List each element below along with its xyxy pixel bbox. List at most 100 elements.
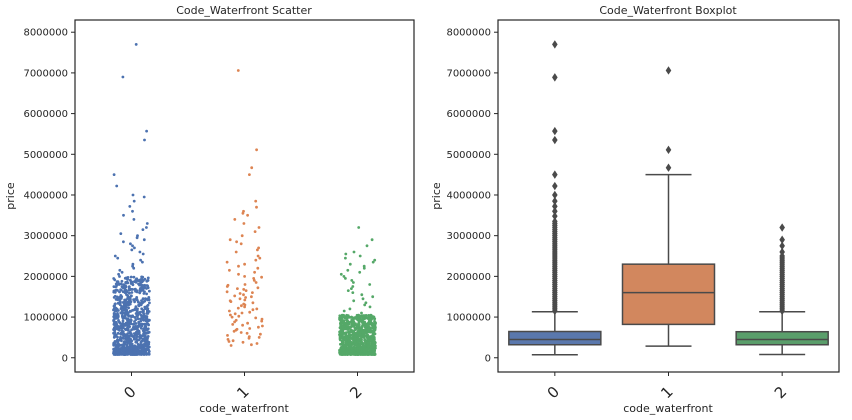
scatter-point bbox=[362, 264, 366, 268]
scatter-point bbox=[116, 331, 120, 335]
y-tick-label: 0 bbox=[62, 353, 68, 364]
scatter-point bbox=[130, 248, 134, 252]
scatter-point bbox=[125, 339, 129, 343]
scatter-point bbox=[140, 322, 143, 326]
scatter-point bbox=[129, 314, 133, 318]
scatter-point bbox=[372, 339, 376, 343]
scatter-point bbox=[146, 297, 150, 301]
scatter-point bbox=[120, 346, 123, 350]
scatter-point bbox=[140, 283, 144, 287]
scatter-point bbox=[139, 352, 143, 356]
scatter-point bbox=[121, 75, 125, 79]
scatter-point bbox=[358, 332, 362, 336]
scatter-point bbox=[261, 324, 264, 328]
scatter-point bbox=[365, 324, 369, 328]
box-outlier bbox=[665, 66, 672, 75]
scatter-point bbox=[245, 331, 249, 335]
scatter-point bbox=[373, 337, 376, 341]
scatter-point bbox=[142, 284, 146, 287]
scatter-point bbox=[142, 279, 145, 282]
scatter-point bbox=[119, 324, 123, 328]
scatter-point bbox=[122, 311, 125, 314]
box-outlier bbox=[665, 145, 672, 155]
scatter-point bbox=[361, 297, 365, 301]
scatter-point bbox=[113, 312, 117, 316]
y-tick-label: 7000000 bbox=[446, 68, 491, 79]
scatter-point bbox=[127, 291, 131, 295]
scatter-point bbox=[146, 319, 150, 323]
scatter-point bbox=[145, 129, 149, 133]
x-tick-label: 1 bbox=[657, 383, 676, 402]
scatter-point bbox=[120, 329, 124, 333]
scatter-point bbox=[236, 69, 240, 72]
scatter-point bbox=[226, 338, 230, 341]
scatter-point bbox=[369, 329, 373, 332]
scatter-point bbox=[132, 322, 135, 326]
scatter-point bbox=[364, 301, 368, 305]
scatter-point bbox=[345, 317, 349, 321]
box-outlier bbox=[779, 235, 785, 244]
scatter-point bbox=[246, 213, 250, 217]
scatter-point bbox=[143, 290, 146, 294]
scatter-point bbox=[358, 254, 362, 258]
scatter-point bbox=[136, 338, 140, 342]
scatter-point bbox=[357, 226, 361, 229]
scatter-point bbox=[253, 270, 256, 274]
scatter-point bbox=[118, 303, 122, 307]
scatter-point bbox=[346, 289, 350, 292]
scatter-point bbox=[133, 288, 137, 291]
scatter-point bbox=[127, 306, 130, 310]
scatter-point bbox=[146, 284, 150, 288]
scatter-point bbox=[226, 334, 229, 337]
scatter-point bbox=[116, 349, 119, 353]
box-outlier bbox=[552, 211, 558, 221]
scatter-point bbox=[259, 332, 262, 336]
scatter-point bbox=[116, 289, 119, 292]
scatter-point bbox=[364, 348, 368, 351]
scatter-point bbox=[229, 344, 233, 347]
scatter-point bbox=[147, 350, 151, 353]
scatter-point bbox=[125, 293, 128, 296]
scatter-point bbox=[141, 334, 144, 338]
scatter-point bbox=[118, 268, 122, 272]
scatter-point bbox=[360, 348, 363, 352]
scatter-point bbox=[361, 352, 365, 356]
scatter-points bbox=[112, 43, 377, 356]
box-outlier bbox=[665, 163, 672, 172]
scatter-point bbox=[140, 301, 144, 305]
scatter-point bbox=[253, 230, 257, 234]
scatter-point bbox=[352, 325, 356, 328]
boxplot-y-axis-label: price bbox=[430, 182, 443, 210]
box-outlier bbox=[779, 241, 785, 251]
scatter-point bbox=[237, 314, 241, 318]
scatter-point bbox=[122, 306, 126, 309]
scatter-point bbox=[354, 328, 357, 331]
scatter-point bbox=[132, 275, 136, 279]
scatter-point bbox=[138, 350, 141, 354]
scatter-point bbox=[145, 305, 149, 308]
y-tick-label: 0 bbox=[485, 353, 491, 364]
scatter-point bbox=[344, 277, 347, 280]
scatter-point bbox=[117, 325, 120, 328]
scatter-point bbox=[256, 286, 260, 290]
scatter-point bbox=[139, 326, 143, 330]
scatter-point bbox=[373, 258, 377, 262]
scatter-point bbox=[145, 317, 149, 321]
scatter-point bbox=[371, 317, 375, 320]
scatter-point bbox=[340, 345, 344, 348]
scatter-point bbox=[352, 299, 356, 303]
scatter-point bbox=[350, 315, 353, 319]
scatter-point bbox=[128, 319, 132, 322]
scatter-point bbox=[228, 309, 231, 313]
scatter-point bbox=[142, 286, 146, 290]
scatter-point bbox=[255, 148, 258, 152]
scatter-point bbox=[128, 330, 132, 333]
scatter-point bbox=[118, 320, 121, 324]
scatter-point bbox=[371, 260, 375, 264]
scatter-point bbox=[240, 234, 244, 238]
scatter-point bbox=[370, 322, 374, 325]
scatter-point bbox=[118, 343, 122, 347]
x-tick-label: 0 bbox=[544, 383, 563, 402]
scatter-point bbox=[125, 305, 128, 309]
